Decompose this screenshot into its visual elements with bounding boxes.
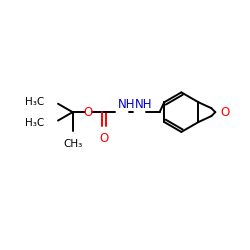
Text: CH₃: CH₃ (63, 139, 82, 149)
Text: NH: NH (135, 98, 152, 111)
Text: H₃C: H₃C (25, 97, 44, 107)
Text: O: O (100, 132, 109, 145)
Text: H₃C: H₃C (25, 118, 44, 128)
Text: NH: NH (118, 98, 136, 111)
Text: O: O (220, 106, 230, 119)
Text: O: O (84, 106, 93, 119)
